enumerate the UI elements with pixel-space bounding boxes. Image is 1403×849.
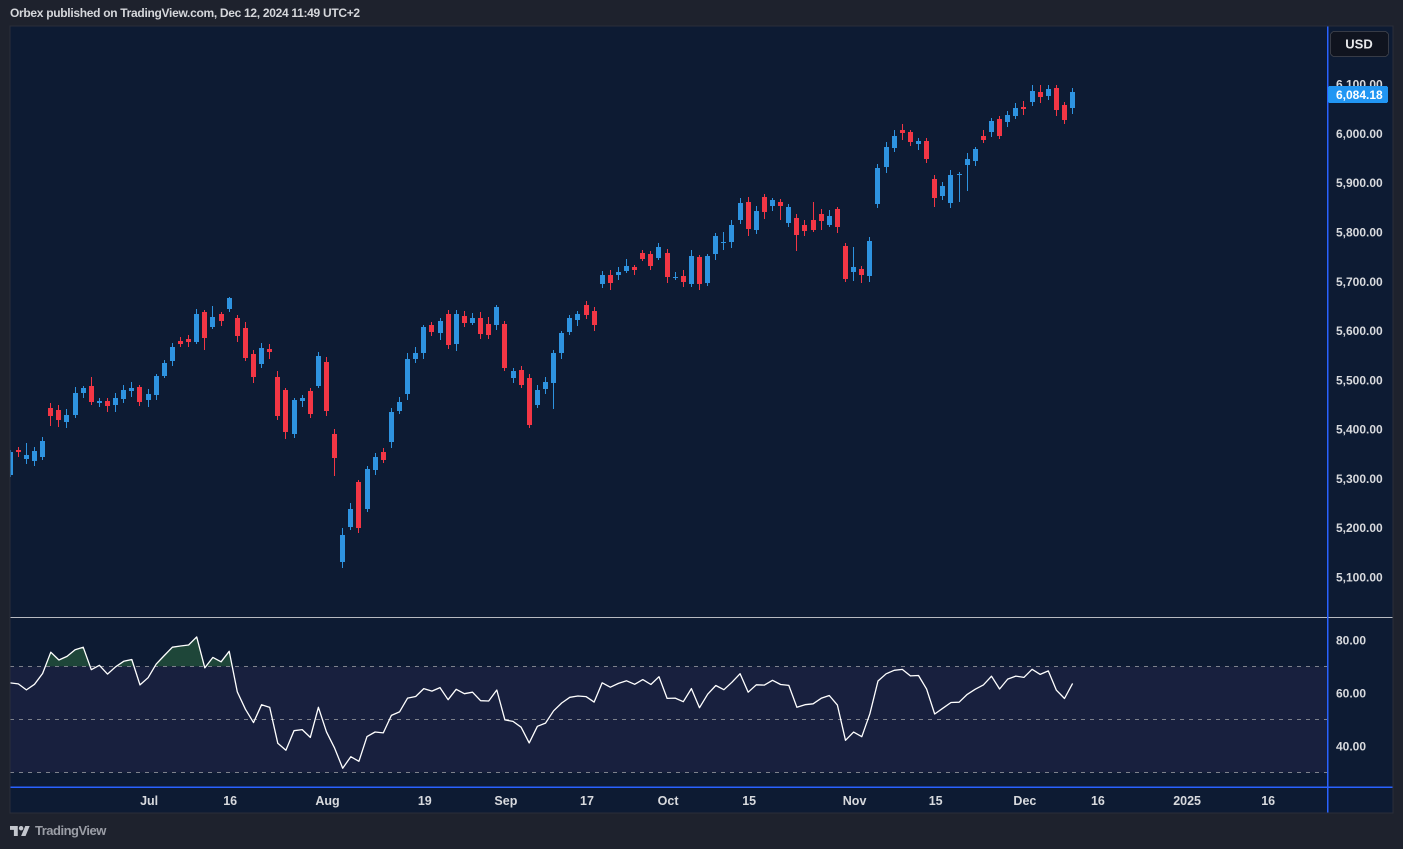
svg-text:Dec: Dec <box>1013 794 1036 808</box>
svg-text:Oct: Oct <box>658 794 680 808</box>
svg-text:Jul: Jul <box>140 794 158 808</box>
svg-text:5,500.00: 5,500.00 <box>1336 373 1383 387</box>
svg-text:15: 15 <box>742 794 756 808</box>
svg-text:Aug: Aug <box>315 794 339 808</box>
svg-text:16: 16 <box>223 794 237 808</box>
svg-text:Nov: Nov <box>843 794 867 808</box>
svg-text:5,900.00: 5,900.00 <box>1336 176 1383 190</box>
svg-text:80.00: 80.00 <box>1336 633 1366 647</box>
svg-text:5,700.00: 5,700.00 <box>1336 275 1383 289</box>
svg-text:5,300.00: 5,300.00 <box>1336 472 1383 486</box>
svg-text:5,200.00: 5,200.00 <box>1336 521 1383 535</box>
svg-text:19: 19 <box>418 794 432 808</box>
svg-text:5,600.00: 5,600.00 <box>1336 324 1383 338</box>
svg-text:17: 17 <box>580 794 594 808</box>
svg-text:60.00: 60.00 <box>1336 686 1366 700</box>
svg-text:16: 16 <box>1261 794 1275 808</box>
svg-text:6,084.18: 6,084.18 <box>1336 88 1383 102</box>
svg-text:5,800.00: 5,800.00 <box>1336 226 1383 240</box>
svg-text:Sep: Sep <box>494 794 517 808</box>
svg-text:6,000.00: 6,000.00 <box>1336 127 1383 141</box>
svg-text:15: 15 <box>929 794 943 808</box>
svg-text:16: 16 <box>1091 794 1105 808</box>
svg-text:2025: 2025 <box>1173 794 1201 808</box>
svg-text:5,100.00: 5,100.00 <box>1336 570 1383 584</box>
svg-text:5,400.00: 5,400.00 <box>1336 423 1383 437</box>
svg-text:USD: USD <box>1345 37 1372 52</box>
svg-text:40.00: 40.00 <box>1336 740 1366 754</box>
